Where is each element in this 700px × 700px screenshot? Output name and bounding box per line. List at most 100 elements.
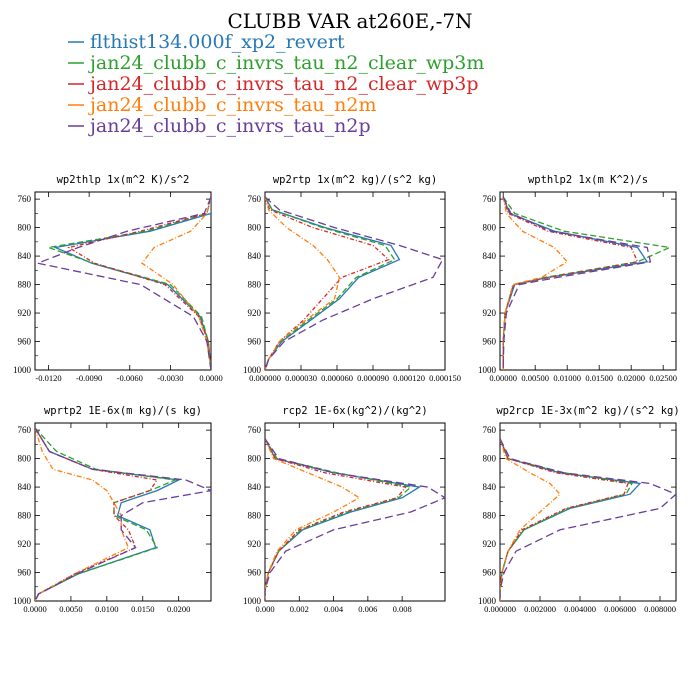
chart-panel: wpthlp2 1x(m K^2)/s 760 800 840 880 920 960 100… — [478, 174, 677, 383]
y-tick-label: 880 — [483, 280, 497, 290]
series-line — [35, 427, 211, 601]
legend-entry: jan24_clubb_c_invrs_tau_n2_clear_wp3m — [88, 52, 484, 74]
y-tick-label: 920 — [483, 539, 497, 549]
chart-panel: wp2thlp 1x(m^2 K)/s^2 760 800 840 880 920 960 1… — [13, 174, 223, 383]
series-line — [265, 438, 413, 601]
series-line — [35, 427, 159, 601]
series-line — [265, 196, 390, 370]
y-tick-label: 1000 — [243, 596, 262, 606]
y-tick-label: 880 — [483, 511, 497, 521]
y-tick-label: 920 — [18, 308, 32, 318]
y-tick-label: 760 — [248, 194, 262, 204]
legend-entry: jan24_clubb_c_invrs_tau_n2m — [88, 94, 376, 116]
x-tick-label: 0.0000 — [199, 373, 222, 383]
y-tick-label: 760 — [18, 425, 32, 435]
series-line — [500, 438, 642, 601]
x-tick-label: 0.002 — [290, 604, 309, 614]
x-tick-label: 0.004000 — [564, 604, 596, 614]
y-tick-label: 840 — [18, 251, 32, 261]
series-line — [265, 438, 445, 601]
series-line — [502, 196, 639, 370]
legend-entry: jan24_clubb_c_invrs_tau_n2p — [88, 115, 371, 137]
x-tick-label: 0.000000 — [484, 604, 516, 614]
x-tick-label: 0.0000 — [23, 604, 46, 614]
panel-title: wp2thlp 1x(m^2 K)/s^2 — [57, 174, 190, 186]
x-tick-label: 0.0150 — [131, 604, 154, 614]
x-tick-label: 0.01500 — [585, 373, 613, 383]
legend: flthist134.000f_xp2_revertjan24_clubb_c_… — [68, 31, 484, 137]
series-line — [502, 196, 652, 370]
y-tick-label: 920 — [483, 308, 497, 318]
x-tick-label: 0.01000 — [553, 373, 581, 383]
x-tick-label: 0.002000 — [524, 604, 556, 614]
figure-title: CLUBB VAR at260E,-7N — [227, 9, 472, 33]
y-tick-label: 800 — [483, 454, 497, 464]
y-tick-label: 960 — [483, 568, 497, 578]
y-tick-label: 960 — [248, 337, 262, 347]
x-tick-label: 0.00000 — [489, 373, 517, 383]
y-tick-label: 760 — [483, 425, 497, 435]
y-tick-label: 920 — [248, 539, 262, 549]
y-tick-label: 1000 — [478, 596, 497, 606]
y-tick-label: 880 — [248, 511, 262, 521]
series-line — [502, 196, 569, 370]
plot-frame — [264, 422, 446, 602]
legend-entry: jan24_clubb_c_invrs_tau_n2_clear_wp3p — [88, 73, 479, 95]
panel-title: wp2rcp 1E-3x(m^2 kg)/(s^2 kg) — [496, 405, 679, 417]
x-tick-label: 0.000150 — [429, 373, 461, 383]
y-tick-label: 880 — [18, 280, 32, 290]
y-tick-label: 960 — [248, 568, 262, 578]
plot-frame — [499, 422, 677, 602]
x-tick-label: 0.000090 — [357, 373, 389, 383]
x-tick-label: 0.000 — [255, 604, 274, 614]
x-tick-label: 0.000120 — [393, 373, 425, 383]
series-line — [35, 196, 211, 370]
series-line — [265, 196, 444, 370]
series-line — [500, 438, 561, 601]
y-tick-label: 880 — [248, 280, 262, 290]
series-line — [265, 438, 361, 601]
x-tick-label: 0.006000 — [604, 604, 636, 614]
series-line — [265, 196, 341, 370]
y-tick-label: 840 — [483, 482, 497, 492]
x-tick-label: -0.0090 — [76, 373, 102, 383]
y-tick-label: 840 — [248, 482, 262, 492]
series-line — [35, 427, 181, 601]
series-line — [265, 438, 407, 601]
y-tick-label: 840 — [248, 251, 262, 261]
y-tick-label: 920 — [248, 308, 262, 318]
y-tick-label: 960 — [18, 568, 32, 578]
chart-panel: wprtp2 1E-6x(m kg)/(s kg) 760 800 840 880 920… — [13, 405, 212, 614]
y-tick-label: 840 — [483, 251, 497, 261]
x-tick-label: 0.02500 — [649, 373, 677, 383]
y-tick-label: 760 — [483, 194, 497, 204]
y-tick-label: 1000 — [243, 365, 262, 375]
y-tick-label: 760 — [248, 425, 262, 435]
y-tick-label: 800 — [248, 223, 262, 233]
x-tick-label: 0.0050 — [59, 604, 82, 614]
y-tick-label: 1000 — [13, 365, 32, 375]
x-tick-label: -0.0060 — [117, 373, 143, 383]
series-line — [35, 427, 130, 601]
y-tick-label: 760 — [18, 194, 32, 204]
panel-title: wprtp2 1E-6x(m kg)/(s kg) — [44, 405, 202, 417]
chart-panels: wp2thlp 1x(m^2 K)/s^2 760 800 840 880 920 960 1… — [13, 174, 680, 614]
plot-frame — [499, 191, 677, 371]
y-tick-label: 840 — [18, 482, 32, 492]
series-line — [265, 438, 422, 601]
series-line — [265, 196, 401, 370]
chart-panel: rcp2 1E-6x(kg^2)/(kg^2) 760 800 840 880 920 96… — [243, 405, 446, 614]
series-line — [67, 196, 211, 370]
series-line — [141, 196, 211, 370]
panel-title: wp2rtp 1x(m^2 kg)/(s^2 kg) — [273, 174, 437, 186]
y-tick-label: 960 — [18, 337, 32, 347]
y-tick-label: 1000 — [13, 596, 32, 606]
series-line — [500, 438, 676, 601]
x-tick-label: 0.0200 — [167, 604, 190, 614]
x-tick-label: -0.0120 — [35, 373, 61, 383]
x-tick-label: 0.0100 — [95, 604, 118, 614]
y-tick-label: 800 — [18, 454, 32, 464]
y-tick-label: 800 — [18, 223, 32, 233]
x-tick-label: 0.02000 — [617, 373, 645, 383]
y-tick-label: 960 — [483, 337, 497, 347]
